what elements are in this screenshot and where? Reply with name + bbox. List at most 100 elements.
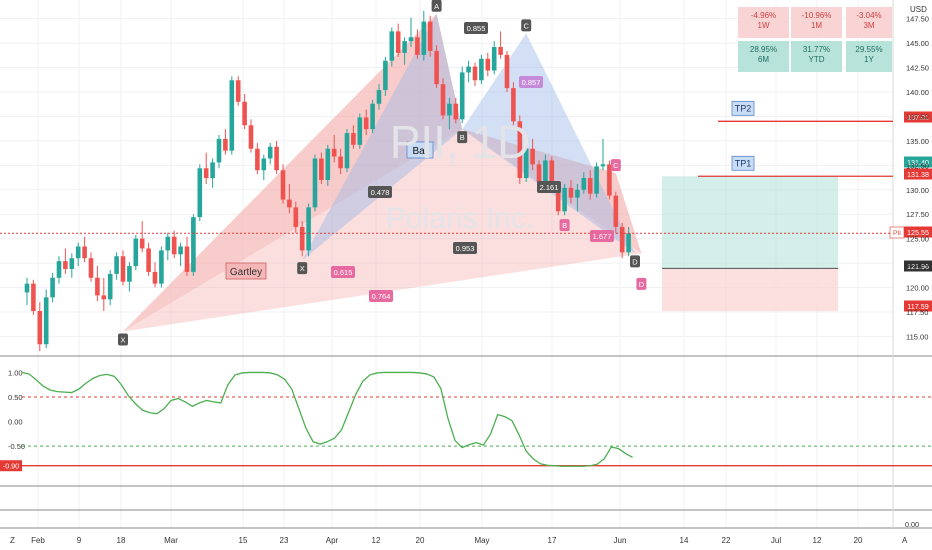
y-tick-label: 115.00 — [906, 332, 928, 341]
candle-body — [312, 158, 318, 208]
price-label: 131.38 — [907, 170, 929, 179]
price-label-box — [904, 156, 932, 168]
x-tick-label: 22 — [722, 536, 731, 545]
candle-body — [223, 138, 228, 151]
y-tick-label: 142.50 — [906, 64, 929, 73]
x-tick-label: 12 — [372, 536, 381, 545]
candle-body — [543, 160, 548, 182]
candlestick-series — [24, 10, 631, 352]
pattern-point-label: A — [434, 2, 439, 11]
candle-body — [159, 250, 164, 284]
candle-body — [171, 236, 177, 255]
candle-body — [517, 121, 523, 179]
candle-body — [261, 158, 267, 171]
x-tick-label: Jul — [771, 536, 781, 545]
indicator-level-box — [0, 460, 22, 472]
ratio-label: 0.953 — [456, 244, 475, 253]
stop-zone — [662, 268, 838, 312]
candle-body — [95, 277, 100, 296]
performance-cell: -3.04% 3M — [846, 7, 892, 38]
performance-period: 1M — [810, 21, 823, 30]
y-tick-label: 140.00 — [906, 88, 929, 97]
candle-body — [165, 236, 171, 251]
candle-body — [63, 261, 68, 269]
candle-body — [434, 50, 439, 85]
price-prefix-label: PII — [893, 230, 901, 237]
candle-body — [626, 233, 631, 253]
performance-cell: -4.96% 1W — [738, 7, 789, 38]
ratio-badge — [464, 22, 488, 34]
candle-body — [357, 117, 363, 145]
level-label: TP2 — [735, 103, 752, 113]
y-tick-label: 137.50 — [906, 112, 929, 121]
candle-body — [383, 60, 388, 91]
pattern-point-badge — [559, 219, 570, 232]
candle-body — [344, 133, 350, 169]
candle-body — [370, 103, 375, 130]
y-tick-label: 125.00 — [906, 235, 929, 244]
indicator-tick-label: 0.00 — [8, 418, 23, 427]
candle-body — [127, 266, 132, 282]
candle-body — [338, 156, 343, 169]
candle-body — [485, 58, 491, 71]
pattern-point-badge — [297, 262, 308, 275]
candle-body — [274, 146, 279, 171]
candle-body — [293, 207, 299, 227]
candle-body — [146, 248, 151, 272]
candle-body — [197, 168, 203, 218]
candle-body — [184, 246, 190, 272]
candle-body — [555, 183, 561, 212]
y-tick-label: 135.00 — [906, 137, 929, 146]
candle-body — [511, 88, 516, 122]
chart-overlay: TP2 TP1 X A B C D X C B D 0.615 0.764 1.677 0.478 0.855… — [0, 0, 932, 346]
candle-body — [498, 47, 503, 55]
time-axis: Feb 9 18 Mar 15 23 Apr 12 20 May 17 Jun 14 22 Jul 12 20 — [31, 536, 863, 545]
price-label: 117.59 — [907, 302, 928, 311]
pattern-point-label: X — [120, 336, 125, 345]
price-label: 125.55 — [907, 228, 929, 237]
candle-body — [114, 256, 119, 274]
x-tick-label: Mar — [164, 536, 178, 545]
candle-body — [319, 158, 324, 180]
price-label-box — [904, 260, 932, 272]
pattern-point-label: X — [300, 264, 305, 273]
candle-body — [69, 258, 75, 269]
auto-scale-button[interactable]: A — [902, 536, 908, 545]
candle-body — [82, 246, 87, 259]
ratio-badge — [368, 186, 392, 198]
candle-body — [235, 80, 241, 102]
candle-body — [402, 41, 407, 53]
pattern-point-label: D — [639, 280, 645, 289]
bat-label-box — [406, 141, 434, 159]
pattern-point-label: B — [460, 133, 465, 142]
candle-body — [459, 72, 465, 120]
candle-body — [203, 168, 209, 179]
zoom-button[interactable]: Z — [10, 536, 15, 545]
performance-cell: -10.96% 1M — [791, 7, 842, 38]
candle-body — [133, 238, 139, 267]
price-label: 131.40 — [907, 158, 929, 167]
ratio-badge — [369, 290, 393, 302]
candle-body — [536, 164, 542, 182]
y-tick-label: 130.00 — [906, 186, 929, 195]
candle-body — [427, 21, 433, 51]
pattern-point-badge — [431, 0, 442, 12]
gartley-label-box — [225, 262, 267, 280]
candle-body — [530, 148, 535, 165]
candle-body — [101, 295, 107, 300]
candle-body — [229, 80, 235, 151]
performance-value: -10.96% — [801, 11, 832, 20]
pattern-point-badge — [118, 333, 128, 346]
performance-value: 28.95% — [749, 45, 778, 54]
candle-body — [491, 47, 497, 71]
candle-body — [178, 246, 183, 255]
performance-value: -4.96% — [750, 11, 777, 20]
pattern-point-badge — [521, 19, 532, 32]
candle-body — [107, 273, 113, 300]
candle-body — [415, 37, 420, 55]
y-tick-label: 127.50 — [906, 210, 929, 219]
candle-body — [447, 103, 452, 116]
x-tick-label: 17 — [548, 536, 557, 545]
candle-body — [216, 138, 222, 163]
